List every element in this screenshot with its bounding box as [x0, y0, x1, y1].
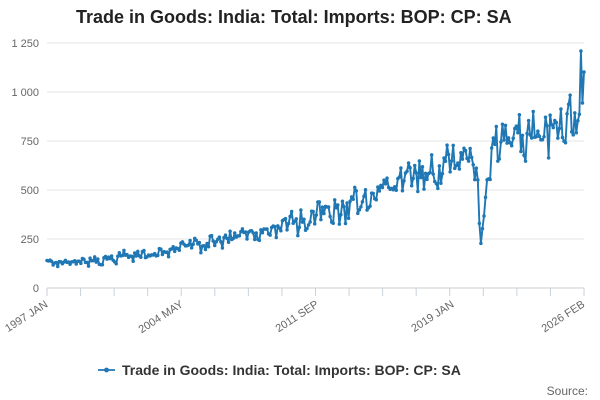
svg-text:2019 JAN: 2019 JAN	[409, 298, 456, 334]
svg-text:250: 250	[21, 234, 39, 246]
svg-text:500: 500	[21, 185, 39, 197]
svg-text:750: 750	[21, 136, 39, 148]
svg-text:2004 MAY: 2004 MAY	[137, 298, 186, 336]
svg-text:1997 JAN: 1997 JAN	[3, 298, 50, 334]
svg-text:2011 SEP: 2011 SEP	[274, 298, 321, 335]
svg-text:0: 0	[33, 283, 39, 295]
svg-text:2026 FEB: 2026 FEB	[540, 298, 588, 335]
svg-text:1 250: 1 250	[11, 38, 39, 50]
svg-text:1 000: 1 000	[11, 87, 39, 99]
